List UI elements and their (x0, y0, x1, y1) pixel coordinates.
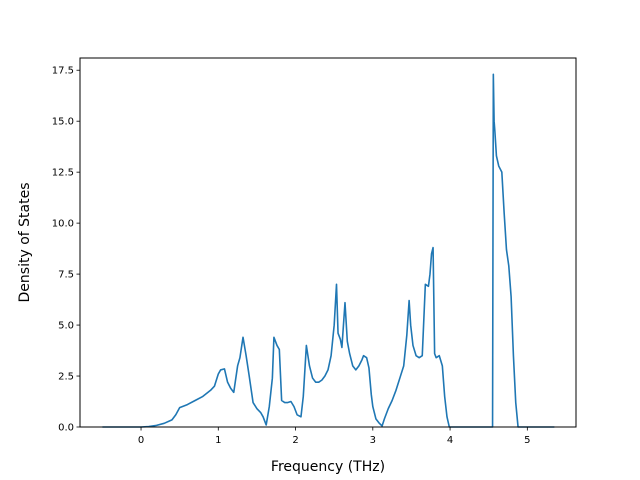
x-axis-label: Frequency (THz) (271, 459, 385, 475)
dos-series-line (102, 73, 555, 428)
y-tick-label: 12.5 (52, 168, 74, 179)
x-tick-label: 5 (524, 435, 530, 446)
x-tick-label: 0 (138, 435, 144, 446)
x-tick-label: 1 (215, 435, 221, 446)
y-tick-label: 2.5 (58, 372, 74, 383)
y-tick-label: 5.0 (58, 321, 74, 332)
y-tick-label: 15.0 (52, 117, 74, 128)
y-tick-label: 10.0 (52, 219, 74, 230)
plot-area-frame (79, 57, 577, 428)
x-tick-label: 2 (292, 435, 298, 446)
y-axis-label: Density of States (17, 183, 33, 303)
x-tick-label: 3 (370, 435, 376, 446)
y-tick-label: 17.5 (52, 66, 74, 77)
x-tick-label: 4 (447, 435, 453, 446)
y-tick-label: 0.0 (58, 423, 74, 434)
y-tick-label: 7.5 (58, 270, 74, 281)
